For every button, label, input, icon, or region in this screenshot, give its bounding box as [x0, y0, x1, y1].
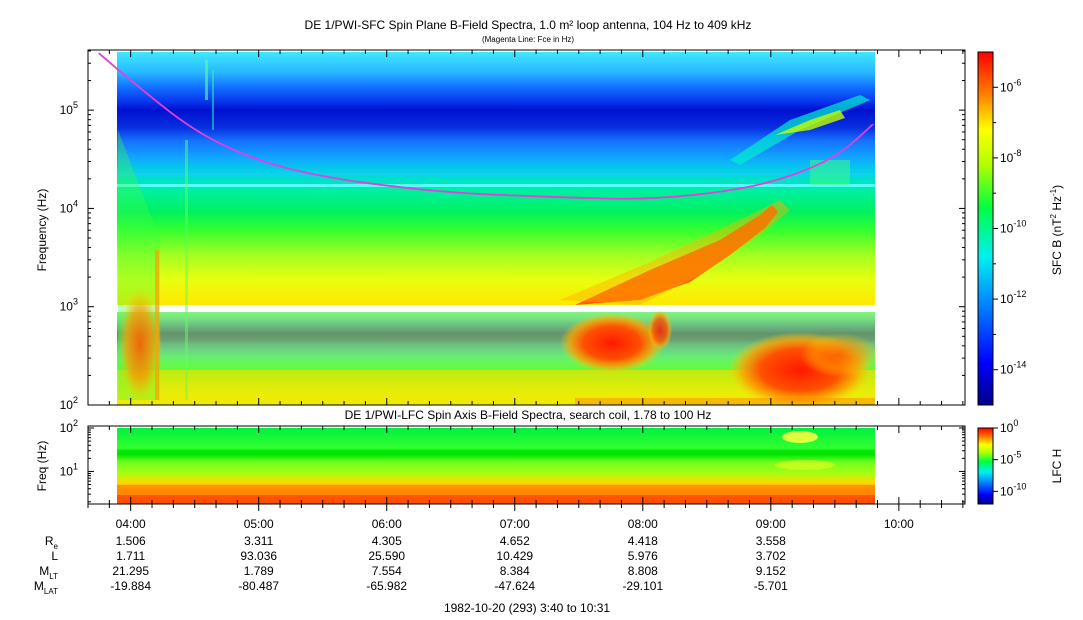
ephemeris-value: 8.384 — [500, 564, 530, 578]
fce-line — [98, 52, 875, 200]
ephemeris-value: 4.652 — [500, 534, 530, 548]
colorbar-tick-label: 10-10 — [1000, 481, 1026, 498]
x-tick-label: 04:00 — [116, 517, 146, 531]
top-panel-frame — [87, 49, 966, 406]
colorbar-tick-label: 10-12 — [1000, 289, 1026, 306]
ephemeris-value: 5.976 — [628, 549, 658, 563]
x-tick-label: 08:00 — [628, 517, 658, 531]
ephemeris-value: 1.789 — [244, 564, 274, 578]
y-tick-label: 101 — [60, 461, 78, 478]
ephemeris-value: 21.295 — [112, 564, 149, 578]
top-colorbar — [977, 51, 994, 406]
x-tick-label: 07:00 — [500, 517, 530, 531]
ephemeris-value: 93.036 — [240, 549, 277, 563]
ephemeris-value: -5.701 — [754, 579, 788, 593]
top-colorbar-label: SFC B (nT2 Hz-1) — [1049, 185, 1064, 275]
y-tick-label: 103 — [60, 297, 78, 314]
x-tick-label: 05:00 — [244, 517, 274, 531]
colorbar-tick-label: 10-6 — [1000, 77, 1021, 94]
x-tick-label: 09:00 — [756, 517, 786, 531]
ephemeris-value: -29.101 — [622, 579, 663, 593]
ephemeris-value: -47.624 — [494, 579, 535, 593]
ephemeris-row-label: MLT — [39, 564, 58, 581]
bottom-spectrogram — [117, 428, 875, 504]
x-axis: 04:00 05:00 06:00 07:00 08:00 09:00 10:00 — [87, 50, 964, 531]
ephemeris-value: 25.590 — [368, 549, 405, 563]
x-tick-label: 10:00 — [884, 517, 914, 531]
ephemeris-value: 7.554 — [372, 564, 402, 578]
bottom-colorbar — [977, 427, 994, 505]
bottom-y-axis: 101 102 — [60, 418, 965, 503]
top-colorbar-ticks: 10-14 10-12 10-10 10-8 10-6 — [993, 77, 1026, 377]
ephemeris-value: 10.429 — [496, 549, 533, 563]
ephemeris-value: -19.884 — [110, 579, 151, 593]
y-tick-label: 102 — [60, 395, 78, 412]
ephemeris-row-label: MLAT — [34, 579, 58, 596]
top-y-axis: 102 103 104 105 — [60, 50, 965, 412]
bottom-y-axis-label: Freq (Hz) — [35, 441, 49, 492]
y-tick-label: 102 — [60, 418, 78, 435]
x-tick-label: 06:00 — [372, 517, 402, 531]
bottom-panel-frame — [87, 425, 966, 505]
ephemeris-value: 3.702 — [756, 549, 786, 563]
ephemeris-value: 3.311 — [244, 534, 273, 548]
bottom-chart-title: DE 1/PWI-LFC Spin Axis B-Field Spectra, … — [345, 408, 712, 422]
top-y-axis-label: Frequency (Hz) — [35, 189, 49, 272]
ephemeris-value: -80.487 — [238, 579, 279, 593]
footer-time-range: 1982-10-20 (293) 3:40 to 10:31 — [444, 601, 610, 615]
y-tick-label: 104 — [60, 198, 78, 215]
ephemeris-row-label: Re — [45, 534, 59, 551]
ephemeris-value: -65.982 — [366, 579, 407, 593]
top-chart-subtitle: (Magenta Line: Fce in Hz) — [482, 35, 574, 44]
ephemeris-value: 9.152 — [756, 564, 786, 578]
ephemeris-value: 8.808 — [628, 564, 658, 578]
ephemeris-value: 4.305 — [372, 534, 402, 548]
colorbar-tick-label: 10-14 — [1000, 360, 1026, 377]
ephemeris-table: Re 1.506 3.311 4.305 4.652 4.418 3.558 L 1.711 93… — [34, 534, 788, 596]
colorbar-tick-label: 100 — [1000, 418, 1018, 435]
ephemeris-row-label: L — [51, 549, 58, 563]
ephemeris-value: 1.711 — [116, 549, 145, 563]
colorbar-tick-label: 10-10 — [1000, 219, 1026, 236]
bottom-colorbar-label: LFC H — [1050, 449, 1064, 484]
ephemeris-value: 4.418 — [628, 534, 658, 548]
ephemeris-value: 1.506 — [116, 534, 146, 548]
colorbar-tick-label: 10-5 — [1000, 450, 1021, 467]
y-tick-label: 105 — [60, 100, 78, 117]
bottom-colorbar-ticks: 10-10 10-5 100 — [993, 418, 1026, 498]
top-spectrogram — [88, 50, 965, 408]
top-chart-title: DE 1/PWI-SFC Spin Plane B-Field Spectra,… — [305, 18, 752, 32]
colorbar-tick-label: 10-8 — [1000, 148, 1021, 165]
ephemeris-value: 3.558 — [756, 534, 786, 548]
